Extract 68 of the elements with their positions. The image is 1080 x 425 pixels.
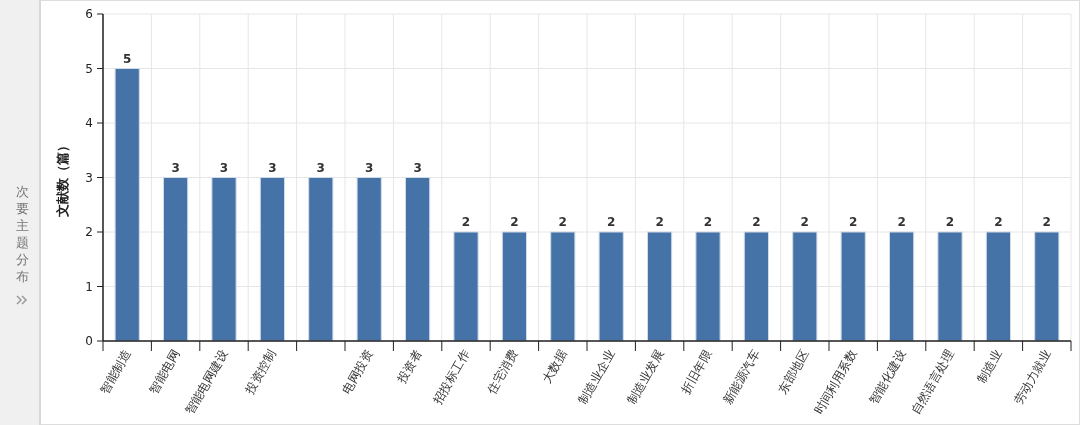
bar xyxy=(550,231,576,342)
data-label: 3 xyxy=(268,160,277,175)
bar xyxy=(259,177,285,342)
data-label: 2 xyxy=(703,215,713,229)
bar xyxy=(598,231,624,342)
data-label: 2 xyxy=(461,215,471,229)
x-tick-label: 智能电网 xyxy=(146,347,183,397)
x-tick-label: 制造业企业 xyxy=(575,347,618,407)
bar xyxy=(889,231,915,342)
data-label: 3 xyxy=(219,160,229,175)
x-tick-label: 住宅消费 xyxy=(484,347,521,397)
data-label: 3 xyxy=(365,160,374,175)
y-tick-label: 4 xyxy=(85,116,93,130)
bar xyxy=(695,231,721,342)
data-label: 3 xyxy=(316,160,325,175)
bar xyxy=(743,231,769,342)
data-label: 2 xyxy=(994,215,1003,229)
bar xyxy=(792,231,818,342)
data-label: 2 xyxy=(558,215,567,229)
bar xyxy=(163,177,189,342)
x-tick-label: 投资控制 xyxy=(242,347,279,397)
x-tick-label: 电网投资 xyxy=(339,347,376,397)
x-tick-label: 东部地区 xyxy=(775,347,812,397)
data-label: 2 xyxy=(1042,215,1051,229)
y-tick-label: 1 xyxy=(85,279,93,294)
y-axis-title: 文献数（篇） xyxy=(55,138,70,218)
data-label: 3 xyxy=(171,160,180,175)
y-tick-label: 6 xyxy=(85,7,93,21)
x-tick-label: 劳动力就业 xyxy=(1011,347,1054,407)
bar xyxy=(840,231,866,342)
data-label: 2 xyxy=(800,215,809,229)
x-tick-label: 智能电网建设 xyxy=(182,347,231,417)
x-tick-label: 投资者 xyxy=(393,347,425,387)
data-label: 2 xyxy=(607,215,616,229)
bar xyxy=(937,231,963,342)
bar xyxy=(453,231,479,342)
bar xyxy=(114,68,140,342)
data-label: 2 xyxy=(510,215,519,229)
bar xyxy=(985,231,1011,342)
bar xyxy=(501,231,527,342)
bar xyxy=(356,177,382,342)
bar xyxy=(1034,231,1060,342)
x-tick-label: 制造业发展 xyxy=(624,347,667,407)
data-label: 3 xyxy=(413,160,422,175)
x-tick-label: 智能化建设 xyxy=(866,347,909,407)
x-tick-label: 新能源汽车 xyxy=(720,347,763,407)
data-label: 2 xyxy=(752,215,761,229)
y-tick-label: 3 xyxy=(85,170,93,185)
data-label: 2 xyxy=(945,215,955,229)
data-label: 2 xyxy=(897,215,906,229)
bar xyxy=(308,177,334,342)
x-tick-label: 折旧年限 xyxy=(678,347,715,397)
data-label: 2 xyxy=(849,215,858,229)
x-tick-label: 自然语言处理 xyxy=(908,347,957,417)
bar xyxy=(211,177,237,342)
bar xyxy=(405,177,431,342)
y-tick-label: 0 xyxy=(85,334,93,348)
y-tick-label: 5 xyxy=(85,61,93,76)
x-tick-label: 制造业 xyxy=(974,347,1005,386)
data-label: 5 xyxy=(123,51,132,66)
x-tick-label: 时间利用系数 xyxy=(811,347,860,417)
bar xyxy=(647,231,673,342)
y-tick-label: 2 xyxy=(85,225,93,239)
x-tick-label: 大数据 xyxy=(539,347,570,386)
x-tick-label: 智能制造 xyxy=(97,347,134,397)
text: 次要主题分布 xyxy=(15,184,29,284)
x-tick-label: 招投标工作 xyxy=(429,347,473,408)
data-label: 2 xyxy=(655,215,664,229)
